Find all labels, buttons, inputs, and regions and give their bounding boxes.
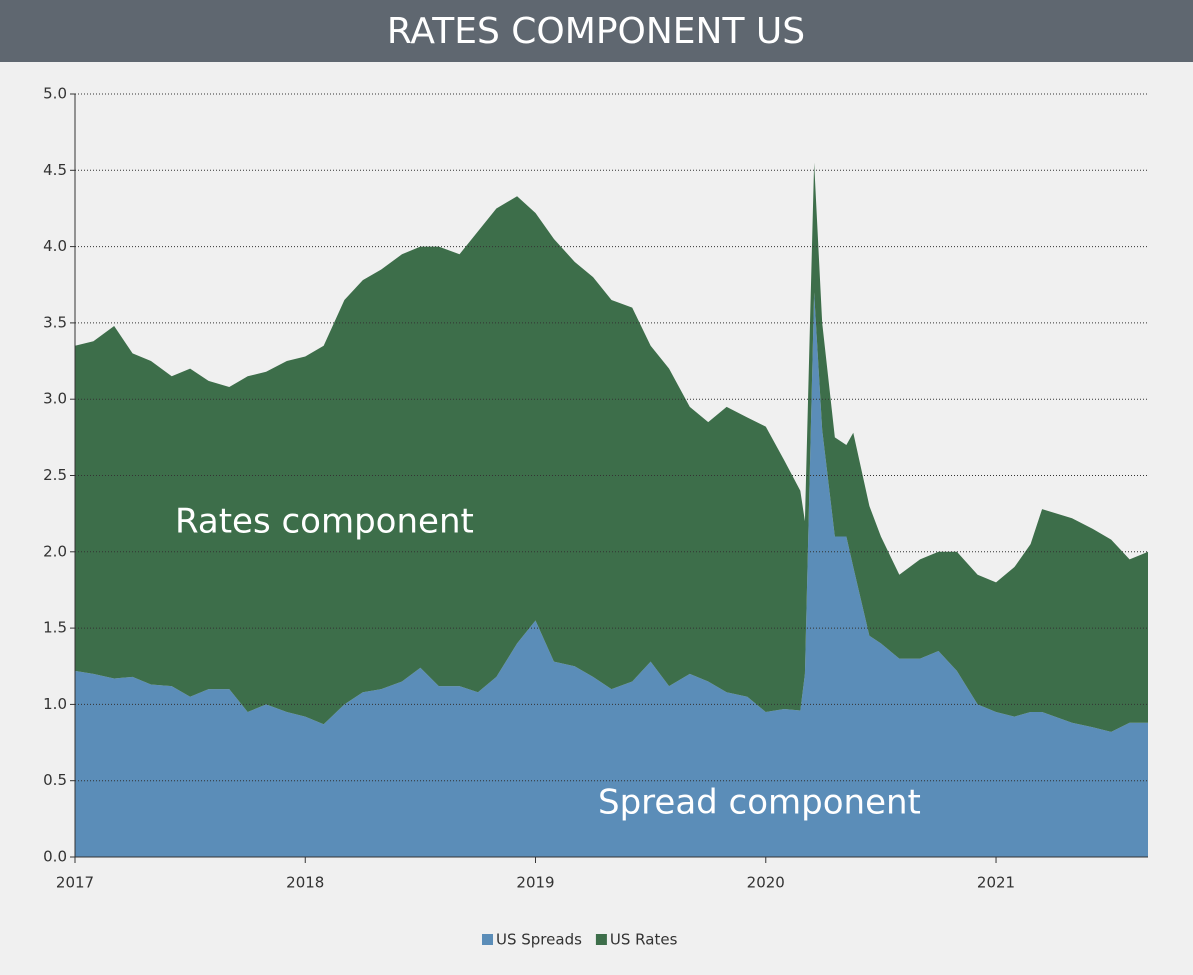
- y-tick-label: 0.0: [43, 848, 67, 866]
- y-tick-label: 5.0: [43, 85, 67, 103]
- chart-title: RATES COMPONENT US: [387, 11, 805, 52]
- legend-label: US Rates: [610, 931, 678, 949]
- y-tick-label: 4.5: [43, 161, 67, 179]
- y-tick-label: 2.5: [43, 466, 67, 484]
- x-tick-label: 2020: [747, 874, 785, 892]
- legend-swatch: [595, 934, 607, 945]
- area: [75, 292, 1148, 857]
- y-tick-label: 3.5: [43, 313, 67, 331]
- x-tick-label: 2019: [516, 874, 554, 892]
- annotation: Rates component: [175, 502, 474, 542]
- x-tick-label: 2021: [977, 874, 1015, 892]
- legend-label: US Spreads: [496, 931, 582, 949]
- y-tick-label: 3.0: [43, 390, 67, 408]
- title-bar: [0, 0, 1193, 62]
- area: [75, 162, 1148, 732]
- x-tick-label: 2018: [286, 874, 324, 892]
- y-tick-label: 2.0: [43, 542, 67, 560]
- legend-swatch: [482, 934, 493, 945]
- y-tick-label: 1.5: [43, 619, 67, 637]
- y-tick-label: 4.0: [43, 237, 67, 255]
- x-tick-label: 2017: [56, 874, 94, 892]
- y-tick-label: 1.0: [43, 695, 67, 713]
- y-tick-label: 0.5: [43, 771, 67, 789]
- annotation: Spread component: [598, 783, 921, 823]
